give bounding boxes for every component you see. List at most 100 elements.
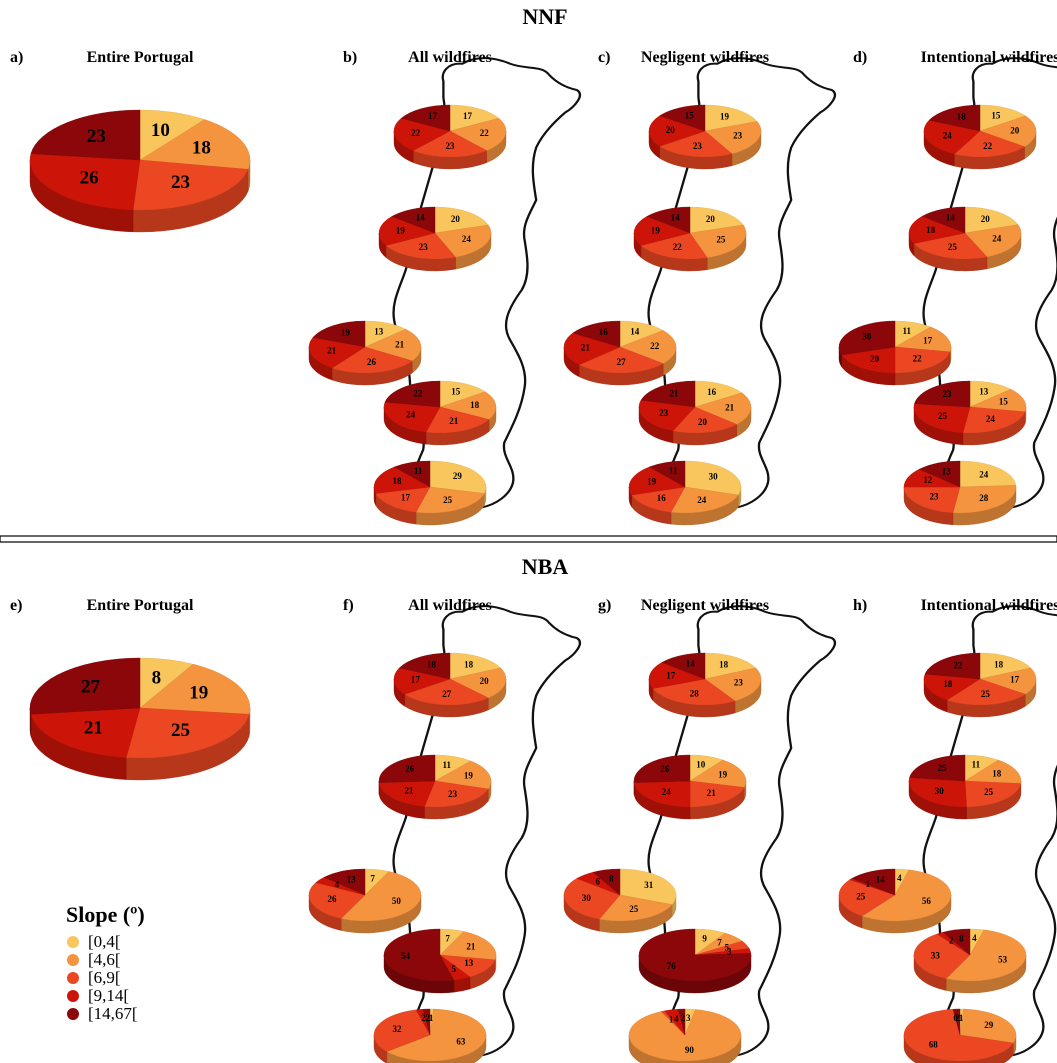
panel-label: g) — [598, 597, 611, 614]
pie-data-label: 29 — [984, 1020, 994, 1030]
pie-chart: 13 21 26 21 19 — [308, 320, 422, 386]
pie-data-label: 1 — [865, 879, 870, 889]
legend-swatch-3 — [67, 990, 79, 1002]
panel-c: c) Negligent wildfires1923232015202522191… — [563, 49, 769, 526]
pie-data-label: 24 — [662, 787, 672, 797]
pie-data-label: 25 — [981, 689, 991, 699]
pie-slice-0 — [959, 460, 1017, 488]
pie-data-label: 4 — [674, 1013, 679, 1023]
pie-data-label: 23 — [659, 408, 669, 418]
pie-data-label: 14 — [946, 212, 956, 222]
pie-slice-1 — [449, 667, 507, 699]
pie-data-label: 23 — [929, 492, 939, 502]
pie-slice-3 — [908, 777, 967, 808]
pie-data-label: 13 — [464, 958, 474, 968]
pie-data-label: 19 — [189, 683, 208, 704]
pie-slice-4 — [422, 1008, 431, 1036]
pie-data-label: 56 — [922, 896, 932, 906]
pie-data-label: 14 — [630, 326, 640, 336]
pie-data-label: 24 — [406, 410, 416, 420]
pie-data-label: 19 — [396, 226, 406, 236]
pie-data-label: 1 — [669, 1014, 674, 1024]
panel-title: All wildfires — [408, 597, 492, 614]
pie-slice-4 — [918, 460, 961, 488]
pie-slice-1 — [964, 759, 1022, 784]
pie-chart: 8 19 25 21 27 — [29, 657, 251, 781]
section-title-nnf: NNF — [522, 4, 567, 29]
pie-data-label: 21 — [327, 346, 337, 356]
legend-item-label: [4,6[ — [88, 950, 121, 969]
pie-slice-2 — [903, 1009, 1014, 1062]
pie-data-label: 6 — [596, 877, 601, 887]
pie-data-label: 20 — [706, 214, 716, 224]
pie-slice-4 — [646, 206, 691, 234]
pie-slice-1 — [434, 760, 492, 790]
pie-data-label: 2 — [956, 1013, 961, 1023]
pie-slice-1 — [894, 326, 952, 353]
pie-data-label: 15 — [685, 111, 695, 121]
pie-data-label: 5 — [725, 943, 730, 953]
pie-slice-2 — [563, 878, 621, 920]
pie-data-label: 32 — [392, 1024, 402, 1034]
pie-data-label: 18 — [994, 659, 1004, 669]
pie-data-label: 30 — [582, 893, 592, 903]
pie-data-label: 15 — [999, 397, 1009, 407]
pie-data-label: 21 — [669, 388, 679, 398]
pie-data-label: 25 — [716, 234, 726, 244]
panel-title: Intentional wildfires — [921, 597, 1057, 614]
pie-data-label: 22 — [953, 661, 963, 671]
pie-chart: 18 20 27 17 18 — [393, 652, 507, 718]
pie-data-label: 8 — [152, 667, 162, 688]
pie-slice-0 — [619, 868, 677, 905]
pie-slice-4 — [378, 754, 436, 783]
pie-data-label: 9 — [702, 934, 707, 944]
pie-slice-1 — [952, 485, 1017, 514]
pie-chart: 15 20 22 24 18 — [923, 104, 1037, 170]
pie-slice-1 — [704, 667, 762, 702]
pie-data-label: 26 — [660, 764, 670, 774]
pie-data-label: 18 — [392, 476, 402, 486]
panel-label: d) — [853, 49, 867, 66]
pie-slice-1 — [964, 224, 1022, 258]
pie-data-label: 7 — [445, 933, 450, 943]
panel-title: Entire Portugal — [87, 597, 194, 614]
pie-data-label: 2 — [421, 1013, 426, 1023]
pie-data-label: 22 — [673, 242, 683, 252]
pie-chart: 1 63 32 2 2 — [373, 1008, 487, 1063]
pie-data-label: 15 — [451, 387, 461, 397]
pie-data-label: 18 — [464, 659, 474, 669]
section-separator — [0, 535, 1057, 543]
pie-slice-2 — [913, 933, 971, 979]
pie-slice-3 — [913, 403, 971, 434]
pie-data-label: 24 — [697, 495, 707, 505]
pie-slice-1 — [599, 894, 673, 922]
pie-slice-4 — [638, 928, 752, 982]
pie-data-label: 50 — [392, 896, 402, 906]
pie-slice-2 — [640, 232, 708, 260]
pie-slice-1 — [670, 486, 739, 514]
pie-data-label: 5 — [452, 964, 457, 974]
panel-title: Negligent wildfires — [641, 597, 769, 614]
panel-label: f) — [343, 597, 354, 614]
pie-slice-4 — [383, 928, 455, 982]
pie-data-label: 21 — [449, 416, 459, 426]
pie-data-label: 17 — [428, 111, 438, 121]
pie-slice-0 — [449, 652, 502, 680]
pie-data-label: 28 — [979, 493, 989, 503]
pie-data-label: 23 — [693, 141, 703, 151]
pie-slice-3 — [633, 216, 691, 246]
pie-slice-1 — [139, 119, 251, 170]
pie-slice-4 — [677, 1008, 686, 1036]
pie-data-label: 8 — [959, 933, 964, 943]
pie-data-label: 27 — [617, 357, 627, 367]
panel-e: e) Entire Portugal 8 19 25 21 27 — [10, 597, 251, 781]
pie-data-label: 19 — [718, 770, 728, 780]
pie-data-label: 25 — [629, 904, 639, 914]
pie-slice-2 — [125, 707, 250, 759]
